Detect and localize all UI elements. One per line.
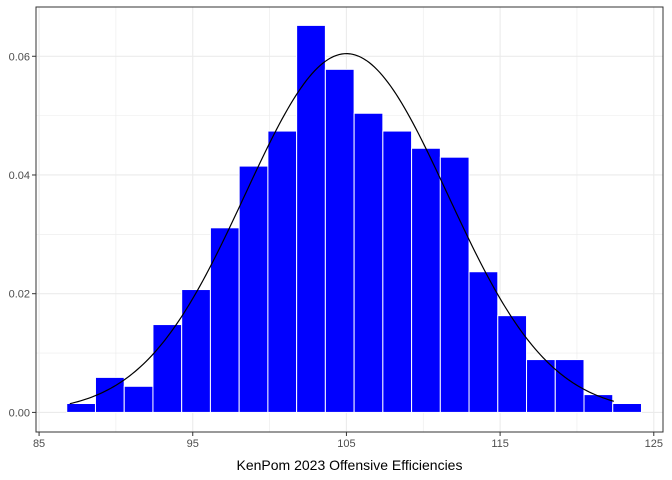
histogram-bar (296, 24, 326, 413)
histogram-bar (209, 227, 240, 413)
histogram-bar (353, 112, 384, 413)
histogram-bar (324, 68, 355, 413)
panel-border (35, 6, 664, 433)
x-tick-label: 95 (187, 438, 199, 450)
histogram-bars (66, 24, 642, 413)
histogram-bar (181, 289, 211, 413)
histogram-bar (411, 147, 441, 413)
x-tick-label: 85 (33, 438, 45, 450)
y-tick-label: 0.06 (9, 51, 30, 63)
histogram-bar (583, 394, 614, 413)
x-tick-label: 115 (491, 438, 509, 450)
histogram-bar (468, 271, 499, 413)
axes: 85 95 105 115 125 0.00 0.02 0.04 0.06 (9, 51, 663, 450)
x-axis-title: KenPom 2023 Offensive Efficiencies (237, 457, 463, 473)
histogram-bar (238, 165, 269, 413)
normal-density-curve (69, 53, 614, 405)
x-tick-label: 125 (645, 438, 663, 450)
histogram-bar (123, 385, 154, 413)
x-tick-label: 105 (337, 438, 355, 450)
histogram-bar (267, 130, 298, 413)
histogram-bar (152, 324, 183, 413)
histogram-bar (526, 359, 556, 413)
histogram-bar (497, 315, 528, 413)
y-tick-label: 0.02 (9, 289, 30, 301)
histogram-bar (439, 156, 470, 413)
y-tick-label: 0.00 (9, 407, 30, 419)
y-tick-label: 0.04 (9, 170, 30, 182)
histogram-bar (382, 130, 413, 413)
histogram-bar (612, 403, 642, 413)
histogram-bar (66, 403, 96, 413)
histogram-bar (554, 359, 585, 413)
